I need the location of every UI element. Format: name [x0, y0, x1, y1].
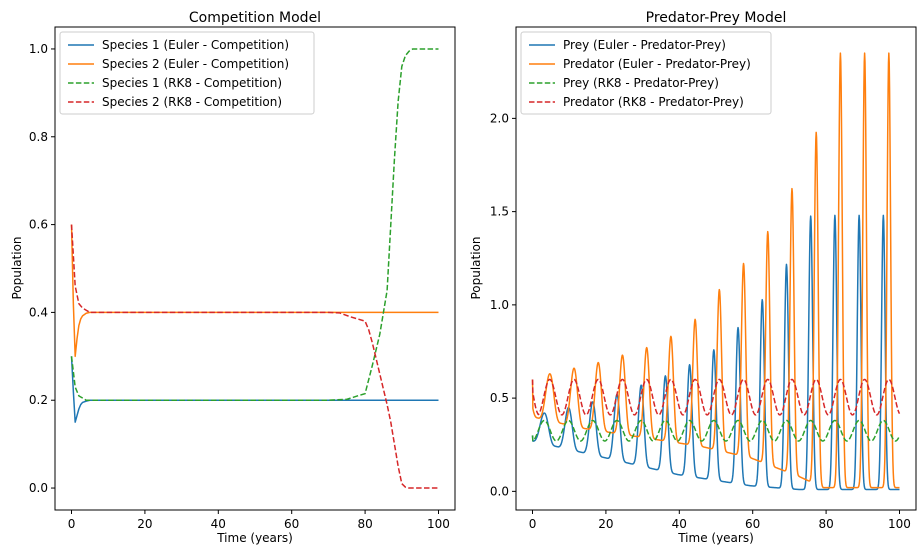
y-tick-label: 0.2	[29, 393, 48, 407]
legend-entry: Species 1 (RK8 - Competition)	[102, 76, 282, 90]
axes-frame	[515, 26, 917, 511]
legend-box	[59, 31, 315, 115]
series-line-2	[531, 52, 900, 489]
y-axis-label: Population	[469, 236, 483, 299]
legend-box	[520, 31, 772, 115]
y-axis-label: Population	[10, 236, 24, 299]
x-tick-label: 60	[284, 517, 299, 531]
y-tick-label: 0.0	[29, 481, 48, 495]
x-tick-label: 20	[137, 517, 152, 531]
x-axis-label: Time (years)	[216, 531, 293, 545]
x-tick-label: 60	[745, 517, 760, 531]
x-tick-label: 80	[818, 517, 833, 531]
y-tick-label: 0.6	[29, 218, 48, 232]
legend-entry: Predator (RK8 - Predator-Prey)	[563, 95, 744, 109]
legend: Species 1 (Euler - Competition) Species 2…	[59, 31, 315, 115]
legend-entry: Species 2 (Euler - Competition)	[102, 57, 289, 71]
y-tick-label: 0.4	[29, 305, 48, 319]
series-line-3	[70, 48, 439, 401]
y-tick-label: 0.0	[490, 484, 509, 498]
y-tick-label: 1.5	[490, 205, 509, 219]
legend: Prey (Euler - Predator-Prey) Predator (Eu…	[520, 31, 772, 115]
y-tick-label: 2.0	[490, 111, 509, 125]
y-tick-label: 1.0	[490, 298, 509, 312]
chart-title: Competition Model	[189, 10, 321, 26]
y-tick-label: 0.5	[490, 391, 509, 405]
series-line-4	[531, 378, 901, 416]
x-tick-label: 80	[357, 517, 372, 531]
competition-chart: Competition Model 0 20 40 60 80 100 0.0 0.2 0.4…	[10, 10, 456, 545]
legend-entry: Species 1 (Euler - Competition)	[102, 38, 289, 52]
x-tick-label: 100	[888, 517, 911, 531]
y-tick-label: 0.8	[29, 130, 48, 144]
x-tick-label: 20	[598, 517, 613, 531]
predator-prey-chart: Predator-Prey Model 0 20 40 60 80 100 0.0 0.5 1…	[469, 10, 917, 545]
x-tick-label: 0	[529, 517, 537, 531]
y-tick-label: 1.0	[29, 42, 48, 56]
axes-frame	[54, 26, 456, 511]
chart-title: Predator-Prey Model	[646, 10, 787, 26]
x-tick-label: 40	[672, 517, 687, 531]
legend-entry: Predator (Euler - Predator-Prey)	[563, 57, 751, 71]
x-tick-label: 40	[211, 517, 226, 531]
series-line-4	[70, 224, 439, 489]
series-line-3	[531, 419, 901, 442]
legend-entry: Prey (RK8 - Predator-Prey)	[563, 76, 719, 90]
legend-entry: Species 2 (RK8 - Competition)	[102, 95, 282, 109]
x-tick-label: 100	[427, 517, 450, 531]
x-axis-label: Time (years)	[677, 531, 754, 545]
x-tick-label: 0	[68, 517, 76, 531]
legend-entry: Prey (Euler - Predator-Prey)	[563, 38, 726, 52]
